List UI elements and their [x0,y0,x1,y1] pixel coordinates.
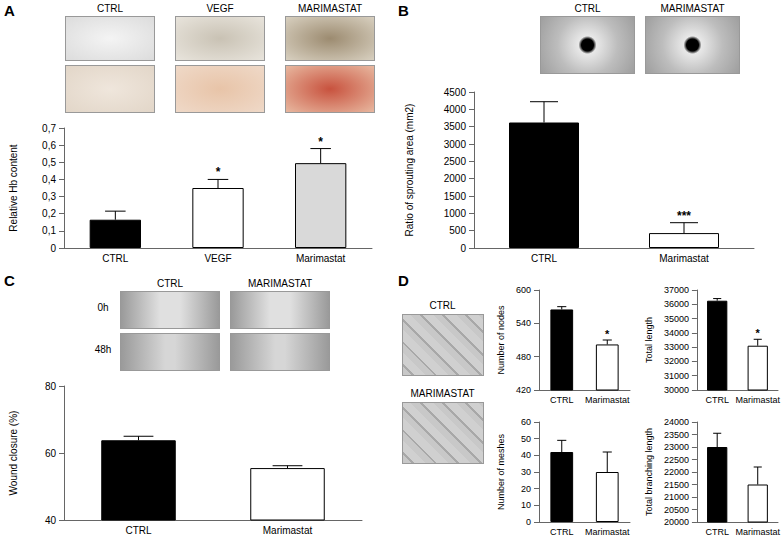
svg-text:30000: 30000 [664,385,689,395]
svg-text:CTRL: CTRL [550,527,574,537]
svg-text:0,4: 0,4 [42,174,56,185]
svg-text:2000: 2000 [444,173,467,184]
svg-text:20: 20 [521,484,531,494]
svg-text:Number of nodes: Number of nodes [496,305,506,375]
svg-text:Marimastat: Marimastat [585,527,630,537]
svg-text:0,1: 0,1 [42,225,56,236]
svg-text:3000: 3000 [444,139,467,150]
svg-text:22000: 22000 [664,467,689,477]
svg-text:20500: 20500 [664,505,689,515]
svg-text:Marimastat: Marimastat [735,527,780,537]
html-text:MARIMASTAT: MARIMASTAT [298,3,362,14]
html-text:MARIMASTAT: MARIMASTAT [410,388,475,399]
svg-text:21500: 21500 [664,480,689,490]
svg-text:60: 60 [45,448,57,459]
svg-text:Marimastat: Marimastat [585,395,630,405]
svg-text:20000: 20000 [664,517,689,527]
svg-text:480: 480 [516,352,531,362]
html-text:MARIMASTAT: MARIMASTAT [248,278,312,289]
svg-text:CTRL: CTRL [705,395,729,405]
svg-text:Marimastat: Marimastat [296,253,346,264]
svg-text:0,7: 0,7 [42,123,56,134]
svg-text:37000: 37000 [664,285,689,295]
svg-text:CTRL: CTRL [125,525,152,536]
svg-text:0,6: 0,6 [42,140,56,151]
svg-text:Ratio of sprouting area (mm2): Ratio of sprouting area (mm2) [404,104,415,237]
html-text:VEGF: VEGF [206,3,234,14]
svg-text:0,3: 0,3 [42,191,56,202]
svg-text:Total length: Total length [644,317,654,363]
html-text:48h: 48h [94,344,112,355]
svg-text:CTRL: CTRL [102,253,129,264]
svg-text:CTRL: CTRL [705,527,729,537]
svg-text:35000: 35000 [664,314,689,324]
svg-text:600: 600 [516,285,531,295]
html-text:B: B [398,2,409,19]
svg-text:40: 40 [521,450,531,460]
svg-text:420: 420 [516,385,531,395]
svg-text:22500: 22500 [664,455,689,465]
svg-text:34000: 34000 [664,328,689,338]
svg-text:23000: 23000 [664,442,689,452]
svg-text:0: 0 [460,243,466,254]
html-text:CTRL: CTRL [429,300,456,311]
svg-text:540: 540 [516,318,531,328]
svg-text:33000: 33000 [664,342,689,352]
html-text:0h: 0h [97,302,109,313]
svg-text:31000: 31000 [664,371,689,381]
svg-text:Marimastat: Marimastat [659,253,709,264]
html-text:C: C [4,272,15,289]
svg-text:0,5: 0,5 [42,157,56,168]
html-text:CTRL: CTRL [96,3,124,14]
svg-text:*: * [318,135,323,149]
svg-text:60: 60 [521,417,531,427]
svg-text:Wound closure (%): Wound closure (%) [8,411,19,496]
svg-text:VEGF: VEGF [204,253,231,264]
svg-text:Marimastat: Marimastat [263,525,313,536]
svg-text:36000: 36000 [664,299,689,309]
svg-text:***: *** [677,209,691,223]
svg-text:0,2: 0,2 [42,208,56,219]
html-text:D: D [398,272,409,289]
html-text:MARIMASTAT: MARIMASTAT [660,3,725,14]
svg-text:Number of meshes: Number of meshes [496,433,506,510]
html-text:CTRL: CTRL [574,3,601,14]
svg-text:0: 0 [526,517,531,527]
svg-text:50: 50 [521,434,531,444]
html-text:A: A [4,2,15,19]
svg-text:CTRL: CTRL [550,395,574,405]
svg-text:Relative Hb content: Relative Hb content [8,144,19,231]
svg-text:21000: 21000 [664,492,689,502]
svg-text:10: 10 [521,500,531,510]
svg-text:*: * [756,327,761,339]
svg-text:23500: 23500 [664,430,689,440]
svg-text:40: 40 [45,515,57,526]
svg-text:80: 80 [45,381,57,392]
svg-text:500: 500 [449,225,466,236]
svg-text:Total branching length: Total branching length [644,428,654,516]
svg-text:CTRL: CTRL [531,253,558,264]
svg-text:2500: 2500 [444,156,467,167]
html-text:CTRL: CTRL [156,278,184,289]
svg-text:30: 30 [521,467,531,477]
svg-text:24000: 24000 [664,417,689,427]
svg-text:1000: 1000 [444,208,467,219]
svg-text:0: 0 [50,243,56,254]
svg-text:Marimastat: Marimastat [735,395,780,405]
svg-text:*: * [605,328,610,340]
svg-text:*: * [216,165,221,179]
svg-text:4000: 4000 [444,104,467,115]
svg-text:32000: 32000 [664,356,689,366]
svg-text:4500: 4500 [444,87,467,98]
svg-text:3500: 3500 [444,121,467,132]
svg-text:1500: 1500 [444,191,467,202]
